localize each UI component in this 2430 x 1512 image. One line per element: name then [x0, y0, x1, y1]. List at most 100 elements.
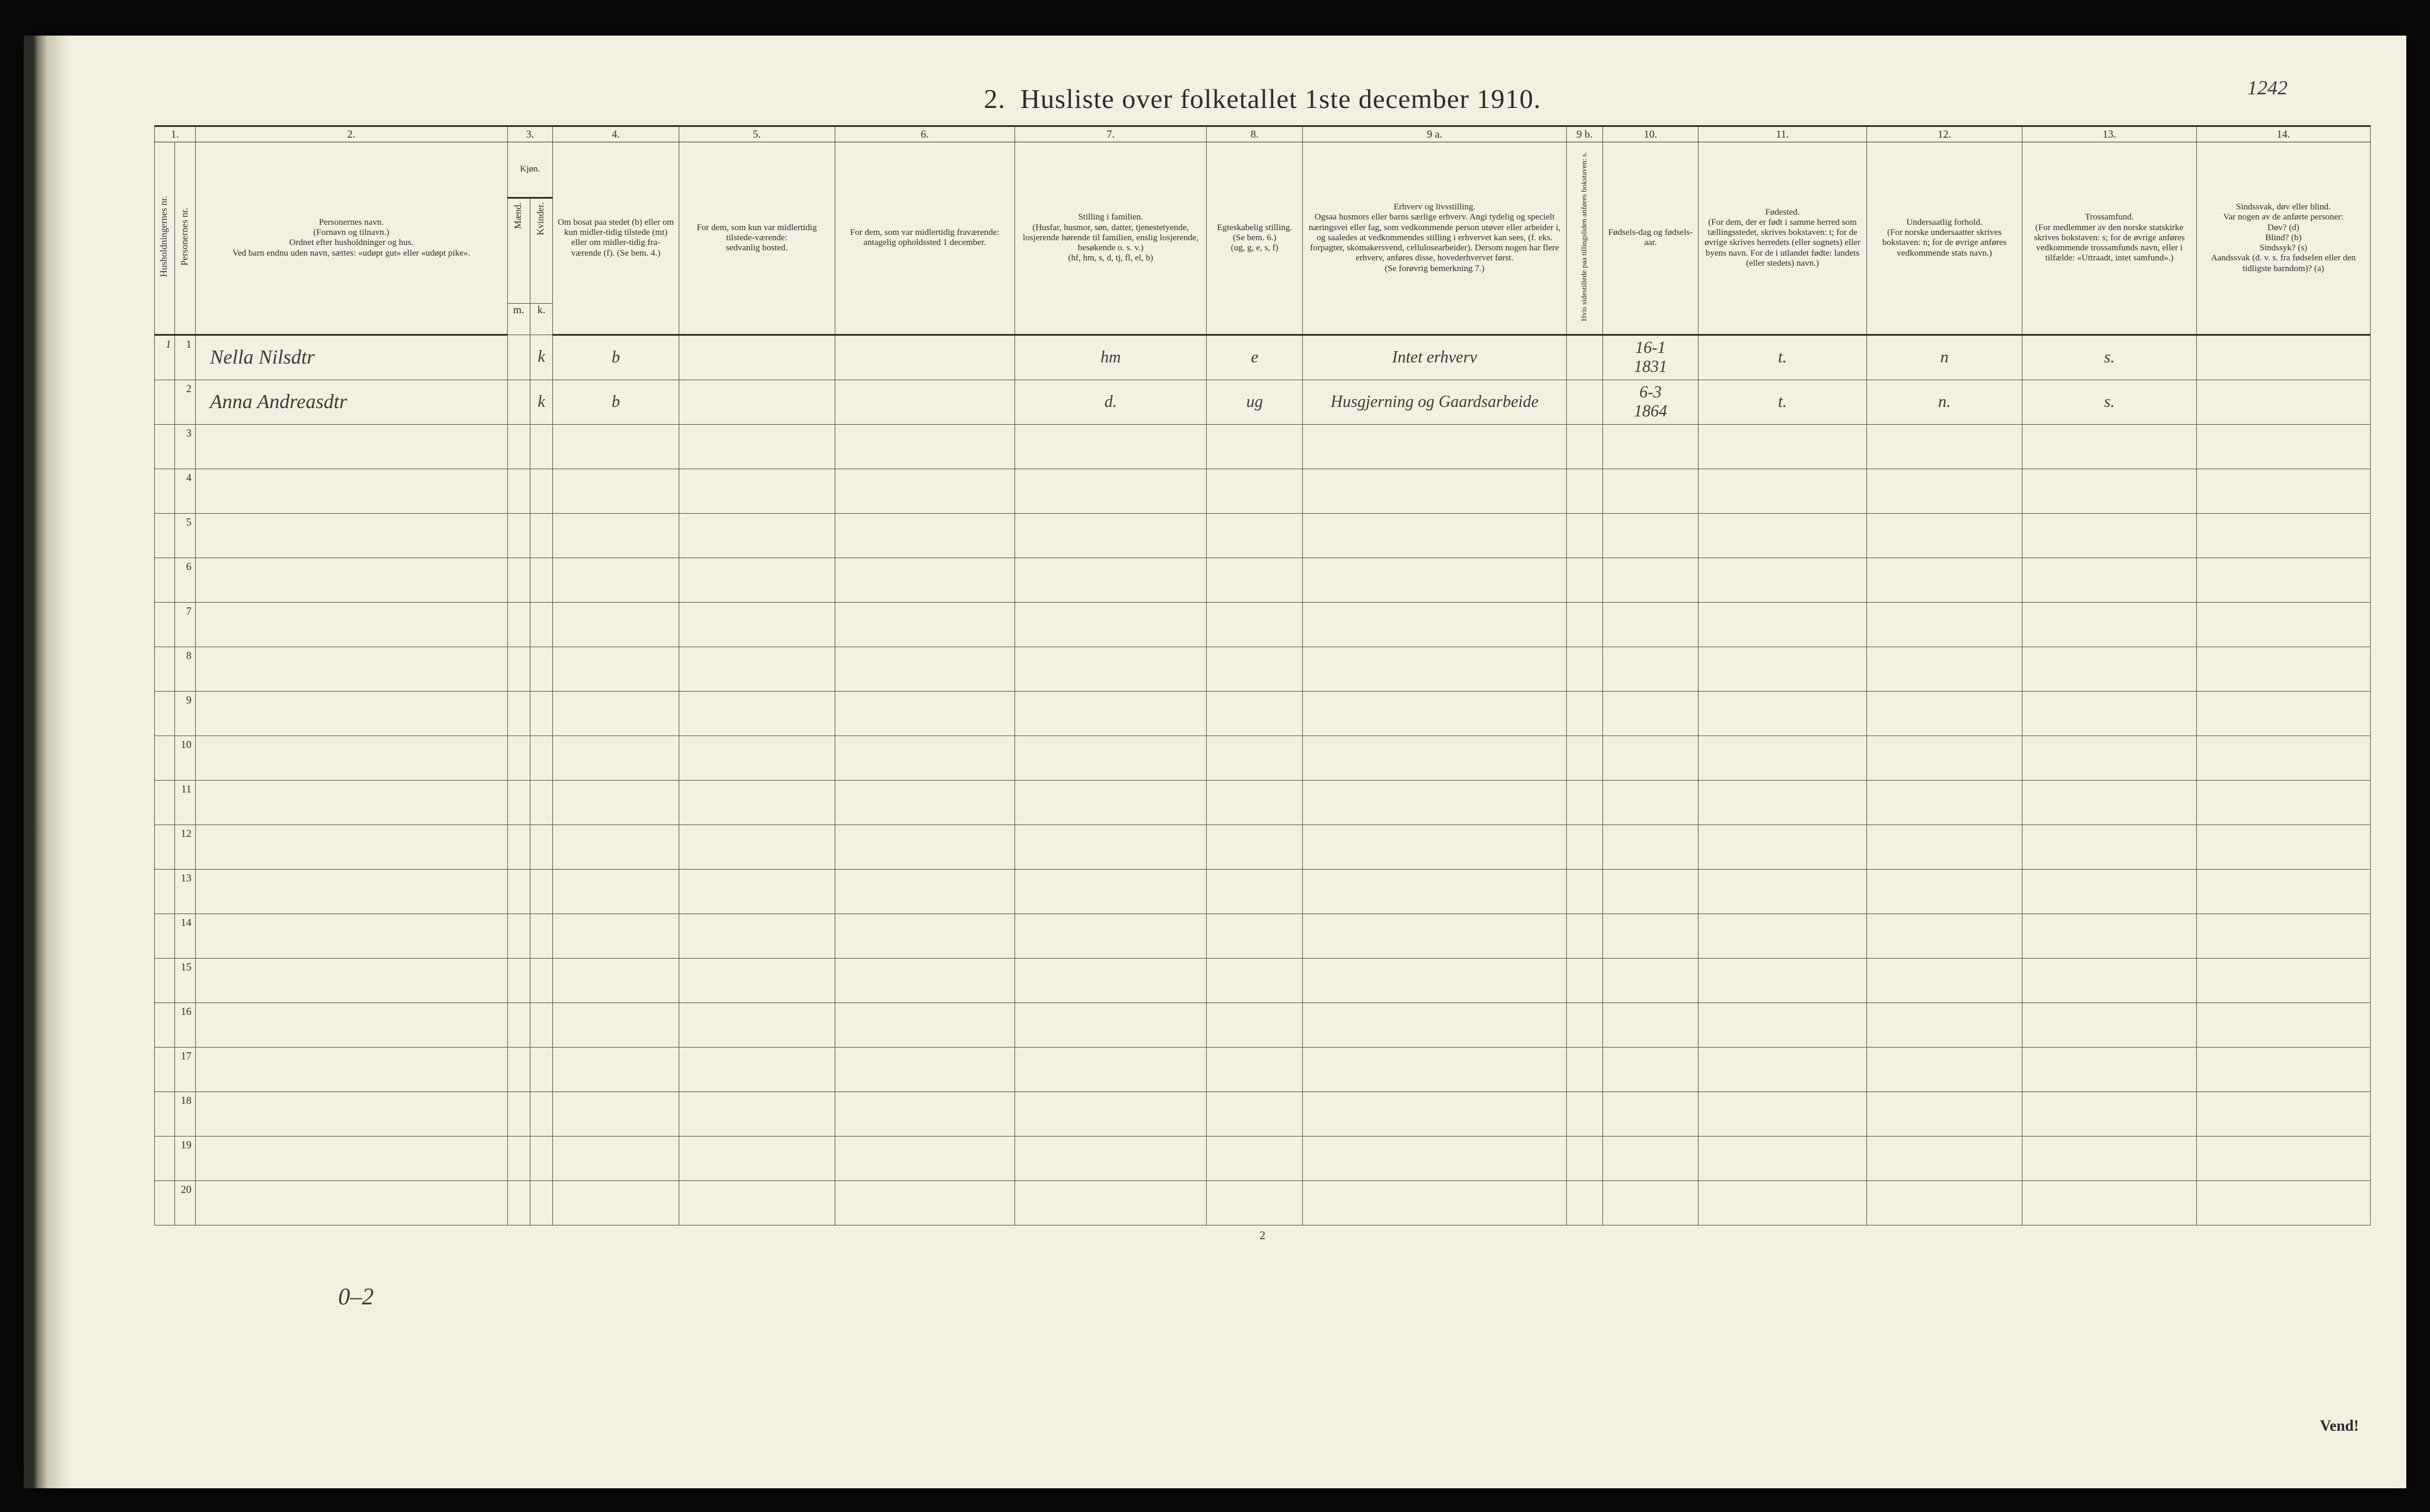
cell-birth	[1602, 913, 1699, 958]
cell-family-pos	[1014, 825, 1207, 869]
cell-sex-m	[507, 1002, 530, 1047]
cell-birthplace	[1699, 780, 1866, 825]
cell-col6	[835, 780, 1014, 825]
cell-birthplace	[1699, 513, 1866, 558]
cell-family-pos	[1014, 958, 1207, 1002]
cell-sex-k	[530, 825, 552, 869]
cell-nationality	[1866, 647, 2022, 691]
cell-family-pos	[1014, 691, 1207, 736]
cell-nationality	[1866, 1002, 2022, 1047]
cell-col6	[835, 469, 1014, 513]
cell-col14	[2196, 1091, 2370, 1136]
cell-religion	[2022, 1136, 2196, 1180]
cell-marital: e	[1207, 335, 1303, 380]
table-row: 3	[155, 424, 2371, 469]
cell-residence	[553, 958, 679, 1002]
table-row: 19	[155, 1136, 2371, 1180]
table-row: 20	[155, 1180, 2371, 1225]
cell-religion	[2022, 1091, 2196, 1136]
cell-birth: 16-1 1831	[1602, 335, 1699, 380]
cell-person-nr: 18	[175, 1091, 195, 1136]
cell-sex-m	[507, 691, 530, 736]
cell-sex-k	[530, 913, 552, 958]
cell-occupation	[1303, 1047, 1567, 1091]
table-row: 12	[155, 825, 2371, 869]
cell-marital	[1207, 1091, 1303, 1136]
header-disability: Sindssvak, døv eller blind. Var nogen av…	[2196, 142, 2370, 335]
table-row: 11	[155, 780, 2371, 825]
cell-col14	[2196, 1002, 2370, 1047]
cell-residence	[553, 647, 679, 691]
vtext-maend: Mænd.	[513, 199, 524, 233]
cell-sex-k	[530, 1180, 552, 1225]
cell-occupation	[1303, 558, 1567, 602]
cell-name	[195, 469, 507, 513]
cell-marital	[1207, 558, 1303, 602]
cell-9b	[1567, 1002, 1603, 1047]
table-row: 13	[155, 869, 2371, 913]
cell-col6	[835, 647, 1014, 691]
cell-9b	[1567, 602, 1603, 647]
cell-nationality	[1866, 736, 2022, 780]
colnum-8: 8.	[1207, 126, 1303, 142]
table-row: 9	[155, 691, 2371, 736]
cell-col5	[679, 602, 835, 647]
cell-person-nr: 1	[175, 335, 195, 380]
cell-religion	[2022, 1047, 2196, 1091]
cell-occupation	[1303, 647, 1567, 691]
cell-birthplace	[1699, 647, 1866, 691]
cell-household	[155, 424, 175, 469]
cell-sex-m	[507, 1047, 530, 1091]
cell-family-pos	[1014, 513, 1207, 558]
colnum-3: 3.	[507, 126, 553, 142]
cell-sex-k	[530, 647, 552, 691]
header-row: Husholdningernes nr. Personernes nr. Per…	[155, 142, 2371, 198]
cell-family-pos	[1014, 602, 1207, 647]
cell-col6	[835, 558, 1014, 602]
cell-residence	[553, 780, 679, 825]
cell-person-nr: 5	[175, 513, 195, 558]
cell-sex-k	[530, 1091, 552, 1136]
table-row: 15	[155, 958, 2371, 1002]
cell-birthplace	[1699, 736, 1866, 780]
cell-name	[195, 736, 507, 780]
colnum-1: 1.	[155, 126, 196, 142]
cell-col5	[679, 513, 835, 558]
cell-religion	[2022, 691, 2196, 736]
cell-col14	[2196, 1136, 2370, 1180]
colnum-10: 10.	[1602, 126, 1699, 142]
cell-nationality	[1866, 1180, 2022, 1225]
table-row: 11Nella NilsdtrkbhmeIntet erhverv16-1 18…	[155, 335, 2371, 380]
header-occupation: Erhverv og livsstilling. Ogsaa husmors e…	[1303, 142, 1567, 335]
cell-9b	[1567, 335, 1603, 380]
cell-marital	[1207, 424, 1303, 469]
cell-family-pos	[1014, 736, 1207, 780]
cell-household	[155, 469, 175, 513]
cell-residence	[553, 1180, 679, 1225]
cell-occupation	[1303, 869, 1567, 913]
cell-col5	[679, 1002, 835, 1047]
cell-birthplace	[1699, 469, 1866, 513]
cell-col5	[679, 647, 835, 691]
cell-col6	[835, 1180, 1014, 1225]
cell-col6	[835, 913, 1014, 958]
cell-person-nr: 7	[175, 602, 195, 647]
cell-nationality	[1866, 780, 2022, 825]
cell-sex-k	[530, 780, 552, 825]
cell-col5	[679, 380, 835, 424]
cell-birth	[1602, 469, 1699, 513]
cell-household	[155, 380, 175, 424]
cell-col6	[835, 825, 1014, 869]
cell-birth	[1602, 958, 1699, 1002]
cell-person-nr: 8	[175, 647, 195, 691]
cell-birthplace	[1699, 913, 1866, 958]
cell-birthplace	[1699, 958, 1866, 1002]
header-marital: Egteskabelig stilling. (Se bem. 6.) (ug,…	[1207, 142, 1303, 335]
cell-name	[195, 825, 507, 869]
cell-birth	[1602, 1002, 1699, 1047]
header-household-nr: Husholdningernes nr.	[155, 142, 175, 335]
cell-household	[155, 736, 175, 780]
cell-col6	[835, 335, 1014, 380]
cell-person-nr: 11	[175, 780, 195, 825]
cell-birth	[1602, 602, 1699, 647]
